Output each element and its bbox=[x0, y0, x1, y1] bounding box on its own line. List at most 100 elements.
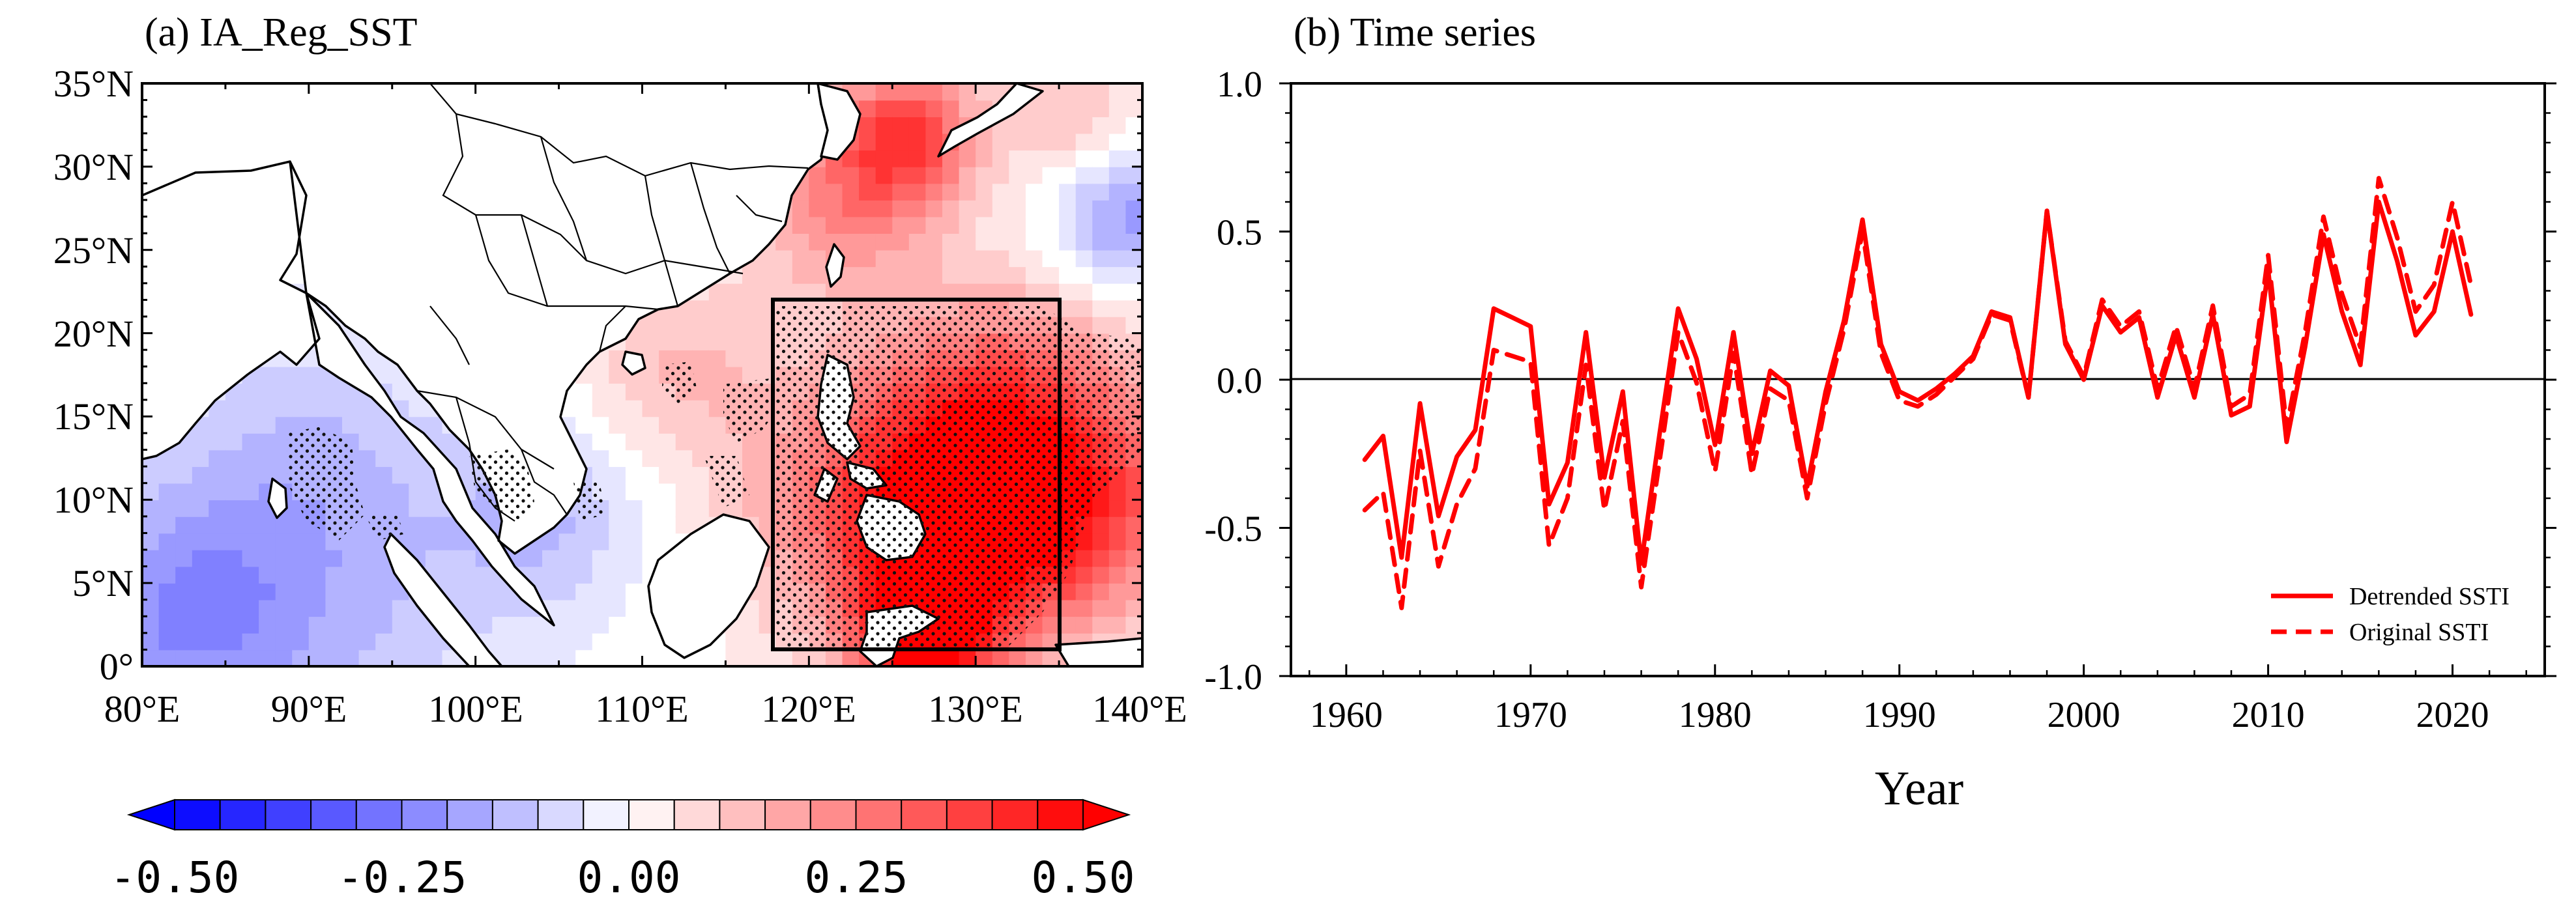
sst-cell bbox=[708, 333, 727, 350]
sst-cell bbox=[1042, 100, 1060, 117]
colorbar-tick-neg025: -0.25 bbox=[338, 853, 467, 903]
sst-cell bbox=[1108, 200, 1127, 218]
sst-cell bbox=[1108, 516, 1127, 534]
sst-cell bbox=[592, 366, 610, 384]
sst-cell bbox=[259, 383, 276, 401]
sst-cell bbox=[892, 133, 910, 151]
series-lines bbox=[1362, 176, 2474, 610]
sst-cell bbox=[1059, 150, 1077, 167]
sst-cell bbox=[708, 366, 727, 384]
sst-cell bbox=[859, 200, 876, 218]
sst-cell bbox=[642, 466, 659, 484]
sst-cell bbox=[1108, 249, 1127, 268]
sst-cell bbox=[292, 632, 310, 651]
sst-cell bbox=[275, 566, 293, 584]
sst-cell bbox=[358, 632, 376, 651]
sst-cell bbox=[625, 466, 643, 484]
sst-cell bbox=[158, 649, 176, 666]
sst-cell bbox=[625, 649, 643, 666]
lon-label-110e: 110°E bbox=[595, 688, 688, 730]
colorbar-cell bbox=[673, 799, 721, 830]
sst-cell bbox=[259, 616, 276, 634]
sst-cell bbox=[308, 566, 326, 584]
sst-cell bbox=[825, 183, 843, 201]
sst-cell bbox=[275, 632, 293, 651]
x-axis-label: Year bbox=[1875, 762, 1963, 815]
sst-cell bbox=[575, 649, 593, 666]
sst-cell bbox=[842, 216, 860, 234]
sst-cell bbox=[542, 649, 560, 666]
sst-cell bbox=[592, 583, 610, 600]
sst-cell bbox=[192, 500, 210, 517]
sst-cell bbox=[875, 166, 893, 184]
sst-cell bbox=[959, 249, 976, 268]
colorbar-cell bbox=[901, 799, 948, 830]
sst-cell bbox=[242, 483, 259, 501]
sst-cell bbox=[925, 283, 943, 301]
sst-cell bbox=[459, 550, 476, 567]
sst-cell bbox=[942, 216, 960, 234]
colorbar-cell bbox=[537, 799, 585, 830]
sst-cell bbox=[225, 550, 243, 567]
colorbar-cell bbox=[265, 799, 312, 830]
sst-cell bbox=[992, 283, 1010, 301]
sst-cell bbox=[1025, 133, 1043, 151]
sst-cell bbox=[1092, 266, 1110, 284]
sst-cell bbox=[142, 483, 160, 501]
sst-cell bbox=[292, 583, 310, 600]
colorbar-cell bbox=[401, 799, 448, 830]
sst-cell bbox=[1108, 317, 1127, 334]
sst-cell bbox=[642, 483, 659, 501]
sst-cell bbox=[908, 83, 927, 101]
sst-cell bbox=[1025, 249, 1043, 268]
sst-cell bbox=[1009, 117, 1026, 134]
sst-cell bbox=[642, 632, 659, 651]
sst-cell bbox=[1092, 500, 1110, 517]
sst-cell bbox=[625, 483, 643, 501]
x-tick-label: 2020 bbox=[2416, 695, 2489, 735]
sst-cell bbox=[875, 283, 893, 301]
sst-cell bbox=[642, 449, 659, 467]
hainan bbox=[621, 350, 646, 376]
sst-cell bbox=[542, 632, 560, 651]
sst-cell bbox=[209, 533, 226, 550]
sst-cell bbox=[142, 516, 160, 534]
sst-cell bbox=[925, 233, 943, 251]
sst-cell bbox=[792, 200, 810, 218]
sst-cell bbox=[759, 266, 776, 284]
sst-cell bbox=[242, 550, 259, 567]
sst-cell bbox=[892, 166, 910, 184]
sst-cell bbox=[675, 466, 693, 484]
sst-cell bbox=[425, 416, 443, 434]
sst-cell bbox=[892, 200, 910, 218]
sst-cell bbox=[675, 333, 693, 350]
sst-cell bbox=[1042, 166, 1060, 184]
sst-cell bbox=[325, 566, 343, 584]
sst-cell bbox=[1108, 216, 1127, 234]
sst-cell bbox=[325, 616, 343, 634]
sri-lanka bbox=[267, 477, 288, 519]
sst-cell bbox=[992, 133, 1010, 151]
sst-cell bbox=[908, 216, 927, 234]
sst-cell bbox=[859, 100, 876, 117]
sst-cell bbox=[409, 399, 426, 417]
sst-cell bbox=[1125, 516, 1142, 534]
sst-cell bbox=[225, 649, 243, 666]
sst-cell bbox=[209, 516, 226, 534]
sst-cell bbox=[742, 649, 760, 666]
colorbar-cell bbox=[855, 799, 903, 830]
sst-cell bbox=[592, 599, 610, 617]
sst-cell bbox=[308, 399, 326, 417]
sst-cell bbox=[542, 583, 560, 600]
sst-cell bbox=[358, 550, 376, 567]
sst-cell bbox=[142, 550, 160, 567]
sst-cell bbox=[659, 649, 676, 666]
sst-cell bbox=[992, 249, 1010, 268]
sst-cell bbox=[825, 649, 843, 666]
sst-cell bbox=[692, 416, 710, 434]
sst-cell bbox=[892, 183, 910, 201]
sst-cell bbox=[1092, 599, 1110, 617]
sst-cell bbox=[1075, 249, 1093, 268]
sst-cell bbox=[158, 483, 176, 501]
sst-cell bbox=[409, 483, 426, 501]
